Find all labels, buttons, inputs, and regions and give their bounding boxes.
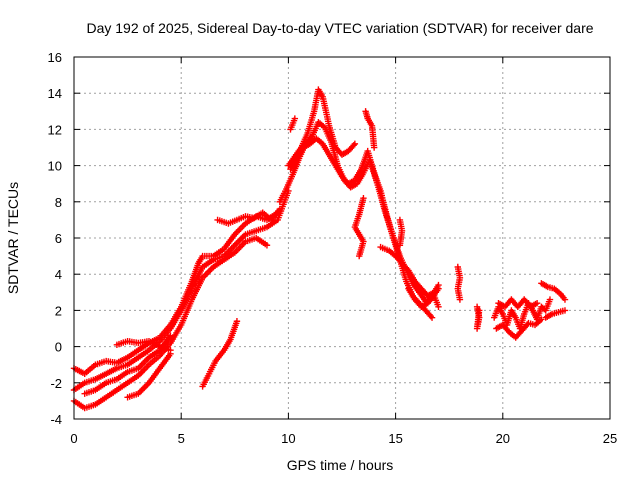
point-markers xyxy=(199,318,241,390)
series-track-m xyxy=(351,194,367,260)
y-tick-label: 2 xyxy=(55,303,62,318)
point-markers xyxy=(351,194,367,260)
series-track-n xyxy=(362,108,378,151)
y-tick-label: 0 xyxy=(55,340,62,355)
y-tick-label: 16 xyxy=(48,50,62,65)
point-markers xyxy=(377,243,442,300)
point-markers xyxy=(214,205,284,227)
data-points xyxy=(70,86,569,412)
series-track-u xyxy=(493,316,545,341)
series-track-l xyxy=(287,115,299,133)
point-markers xyxy=(473,303,483,332)
y-tick-label: -4 xyxy=(50,412,62,427)
series-track-v xyxy=(495,296,541,310)
point-markers xyxy=(124,350,174,401)
point-markers xyxy=(287,115,299,133)
axis-ticks: 0 5 10 15 20 25 -4 -2 0 2 4 6 8 10 12 14 16 xyxy=(48,50,618,446)
x-tick-label: 5 xyxy=(178,431,185,446)
point-markers xyxy=(396,216,406,249)
y-tick-label: 12 xyxy=(48,122,62,137)
point-markers xyxy=(538,280,569,303)
x-axis-label: GPS time / hours xyxy=(287,457,394,473)
x-tick-label: 0 xyxy=(70,431,77,446)
series-track-g xyxy=(199,318,241,390)
series-track-e xyxy=(113,338,174,354)
y-tick-label: 4 xyxy=(55,267,62,282)
point-markers xyxy=(493,316,545,341)
point-markers xyxy=(362,108,378,151)
y-tick-label: 6 xyxy=(55,231,62,246)
series-track-p xyxy=(396,216,406,249)
series-track-o xyxy=(377,243,442,300)
series-track-h xyxy=(214,205,284,227)
grid-lines xyxy=(74,57,610,419)
point-markers xyxy=(113,338,174,354)
point-markers xyxy=(495,296,541,310)
series-track-r xyxy=(454,263,464,303)
point-markers xyxy=(405,285,442,310)
series-track-x xyxy=(542,307,569,321)
y-tick-label: 10 xyxy=(48,159,62,174)
chart-title: Day 192 of 2025, Sidereal Day-to-day VTE… xyxy=(86,20,593,36)
x-tick-label: 25 xyxy=(603,431,617,446)
point-markers xyxy=(542,307,569,321)
series-track-q xyxy=(405,285,442,310)
x-tick-label: 15 xyxy=(388,431,402,446)
point-markers xyxy=(454,263,464,303)
y-axis-label: SDTVAR / TECUs xyxy=(5,182,21,294)
series-track-w xyxy=(538,280,569,303)
y-tick-label: -2 xyxy=(50,376,62,391)
x-tick-label: 20 xyxy=(496,431,510,446)
y-tick-label: 8 xyxy=(55,195,62,210)
x-tick-label: 10 xyxy=(281,431,295,446)
series-track-f xyxy=(124,350,174,401)
y-tick-label: 14 xyxy=(48,86,62,101)
series-track-s xyxy=(473,303,483,332)
